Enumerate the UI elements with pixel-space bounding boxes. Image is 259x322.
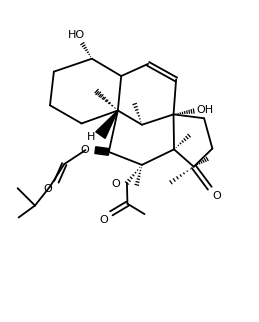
Text: H: H xyxy=(87,132,95,142)
Text: O: O xyxy=(212,191,221,201)
Text: O: O xyxy=(112,178,120,189)
Text: O: O xyxy=(81,145,90,155)
Polygon shape xyxy=(96,110,118,138)
Text: O: O xyxy=(44,184,53,194)
Text: HO: HO xyxy=(68,30,85,40)
Polygon shape xyxy=(95,147,109,155)
Text: O: O xyxy=(99,215,108,225)
Text: OH: OH xyxy=(197,105,214,115)
